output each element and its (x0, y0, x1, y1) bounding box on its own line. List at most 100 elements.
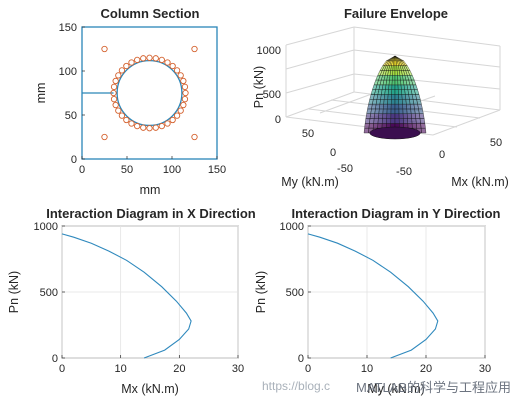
rebar-ring-bar (181, 83, 189, 91)
envelope-surface-facet (383, 99, 388, 105)
envelope-surface-facet (420, 128, 427, 134)
envelope-surface-facet (417, 103, 423, 110)
envelope-surface-facet (411, 113, 417, 119)
column-section-ytick-label: 50 (65, 110, 77, 122)
envelope-surface-facet (402, 108, 408, 114)
rebar-corner-bar (101, 133, 108, 141)
envelope-surface-facet (418, 108, 424, 114)
interaction-y-ylabel: Pn (kN) (254, 271, 268, 313)
column-section-plot: Column Section 0 50 100 150 0 50 100 150 mm mm (34, 6, 226, 197)
rebar-ring-bar (118, 67, 126, 74)
envelope-surface-facet (398, 89, 403, 95)
envelope-surface-facet (402, 99, 407, 105)
rebar-ring-bar (112, 101, 119, 109)
column-section-xlabel: mm (140, 183, 161, 197)
envelope-surface-facet (415, 118, 421, 124)
envelope-surface-facet (369, 118, 375, 124)
rebar-ring-bar (177, 107, 184, 114)
p3-ytick-label: 1000 (34, 221, 58, 233)
envelope-surface-facet (398, 99, 403, 105)
envelope-surface-facet (373, 118, 379, 124)
rebar-ring-bar (118, 112, 126, 119)
column-section-ylabel: mm (34, 83, 48, 104)
interaction-x-xlabel: Mx (kN.m) (121, 382, 179, 396)
rebar-ring-bar (177, 72, 184, 79)
column-section-title: Column Section (101, 6, 200, 21)
rebar-ring-bar (152, 124, 159, 131)
envelope-surface-facet (406, 108, 412, 114)
envelope-xtick-label: -50 (396, 166, 412, 178)
envelope-surface-facet (393, 60, 396, 66)
watermark-brand: MATLAB的科学与工程应用 (356, 380, 512, 395)
rebar-ring-bar (173, 112, 181, 119)
envelope-surface-facet (391, 84, 396, 90)
column-section-xtick-label: 50 (121, 164, 133, 176)
envelope-ztick-label: 500 (263, 89, 281, 101)
envelope-ytick-label: 0 (330, 147, 336, 159)
rebar-ring-bar (140, 124, 147, 131)
rebar-ring-bar (115, 72, 122, 79)
rebar-ring-bar (128, 120, 135, 127)
envelope-surface-facet (382, 118, 387, 124)
envelope-surface-facet (403, 118, 408, 124)
envelope-surface-facet (389, 75, 393, 81)
failure-envelope-ylabel: My (kN.m) (281, 175, 339, 189)
envelope-surface-facet (387, 94, 392, 100)
envelope-surface-facet (394, 94, 399, 100)
envelope-surface-facet (411, 118, 417, 124)
envelope-surface-facet (379, 103, 384, 110)
envelope-surface-facet (394, 79, 399, 86)
rebar-ring-bar (134, 56, 141, 64)
envelope-surface-facet (388, 84, 393, 90)
envelope-surface-facet (364, 123, 370, 129)
envelope-surface-facet (420, 123, 426, 129)
rebar-ring-bar (146, 54, 153, 61)
envelope-surface-facet (419, 118, 426, 124)
envelope-ztick-label: 0 (275, 114, 281, 126)
p3-xtick-label: 0 (59, 363, 65, 375)
envelope-grid-line (285, 49, 355, 70)
rebar-ring-bar (180, 101, 187, 109)
p4-xtick-label: 0 (305, 363, 311, 375)
interaction-x-title: Interaction Diagram in X Direction (46, 206, 256, 221)
envelope-surface-facet (392, 70, 396, 76)
envelope-surface-facet (391, 89, 396, 95)
interaction-y-xlabel: My (kN.m) (367, 382, 425, 396)
column-section-ytick-label: 100 (59, 66, 77, 78)
envelope-surface-facet (392, 65, 396, 71)
envelope-surface-facet (387, 99, 392, 105)
rebar-corner-bar (191, 133, 198, 141)
rebar-ring-bar (123, 62, 130, 70)
envelope-surface-facet (390, 103, 396, 110)
rebar-ring-bar (123, 116, 130, 124)
rebar-ring-bar (115, 107, 122, 114)
column-section-ytick-label: 150 (59, 22, 77, 34)
envelope-surface-facet (394, 113, 400, 119)
envelope-surface-facet (383, 94, 389, 100)
envelope-box-edge (285, 26, 355, 46)
column-section-xtick-label: 0 (79, 164, 85, 176)
envelope-surface-facet (386, 113, 392, 119)
envelope-surface-facet (390, 118, 396, 124)
envelope-surface-facet (391, 99, 396, 105)
envelope-surface-facet (375, 103, 381, 110)
envelope-surface-facet (402, 103, 407, 110)
failure-envelope-title: Failure Envelope (344, 6, 448, 21)
p3-ytick-label: 0 (52, 353, 58, 365)
rebar-ring-bar (140, 55, 147, 62)
p4-ytick-label: 1000 (280, 221, 304, 233)
envelope-surface-facet (386, 108, 392, 114)
p3-xtick-label: 10 (115, 363, 127, 375)
p3-xtick-label: 20 (173, 363, 185, 375)
envelope-surface-facet (394, 103, 400, 110)
rebar-ring-bar (128, 59, 135, 66)
envelope-surface-facet (391, 79, 396, 86)
watermark-url: https://blog.c (262, 379, 331, 393)
envelope-surface-facet (373, 123, 379, 129)
rebar-ring-bar (164, 59, 171, 66)
interaction-y-plot: Interaction Diagram in Y Direction 0 10 20… (254, 206, 501, 396)
envelope-surface-facet (369, 113, 375, 119)
envelope-surface-facet (394, 108, 400, 114)
p4-xtick-label: 10 (361, 363, 373, 375)
